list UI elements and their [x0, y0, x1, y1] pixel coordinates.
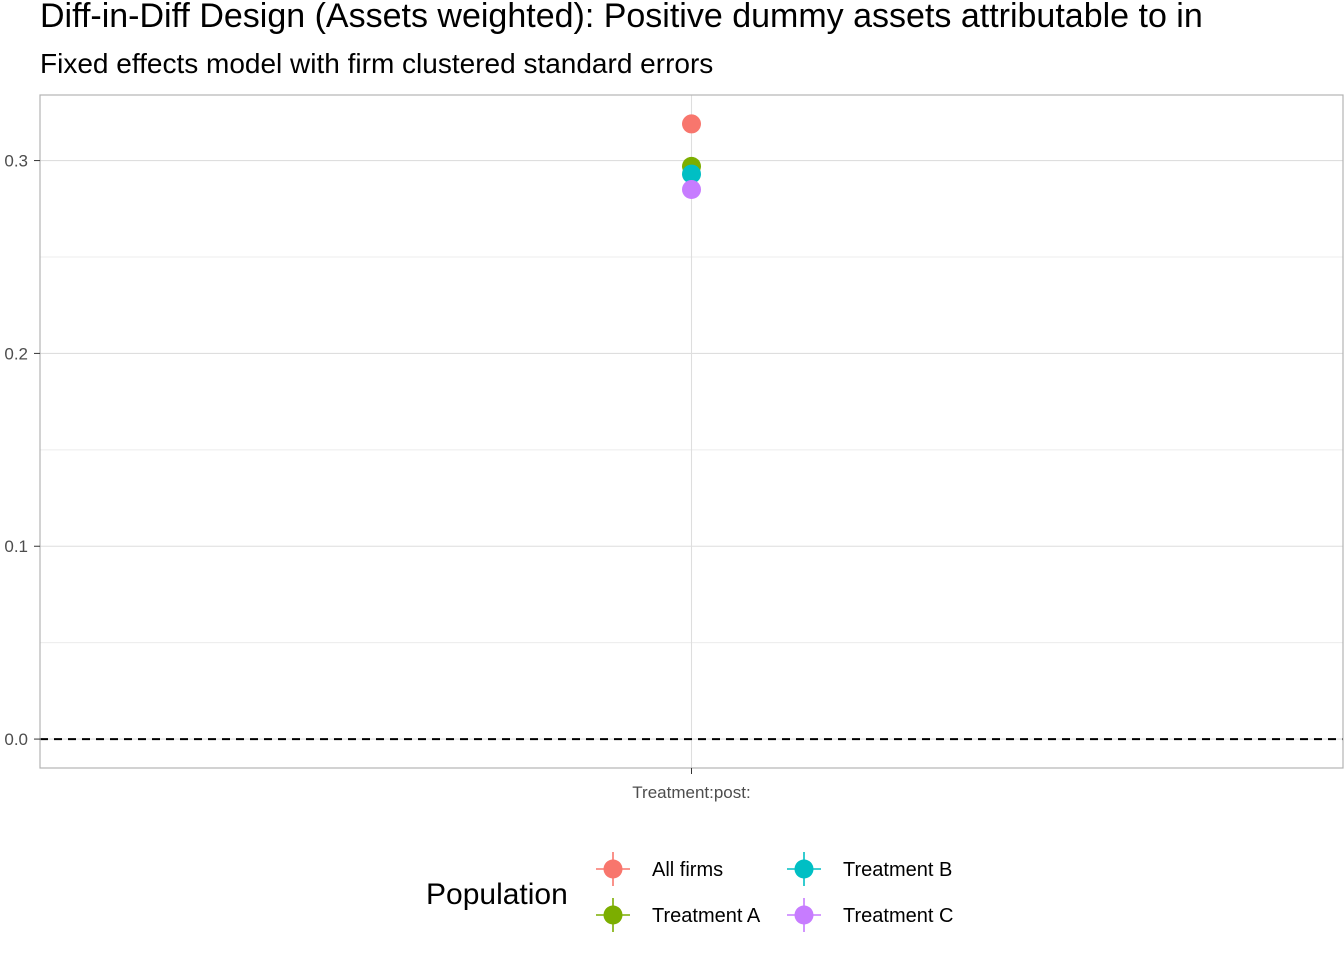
legend-label: Treatment C [843, 905, 953, 927]
y-tick-label: 0.0 [4, 730, 28, 749]
legend-title: Population [426, 878, 568, 911]
data-point [682, 114, 701, 134]
legend: Population All firms Treatment A Treatment … [426, 852, 953, 932]
y-tick-label: 0.1 [4, 537, 28, 556]
legend-label: Treatment A [652, 905, 761, 927]
data-point [682, 164, 701, 184]
x-tick-label: Treatment:post: [632, 783, 750, 802]
legend-key-point [603, 905, 623, 925]
legend-item: All firms [596, 852, 723, 886]
legend-label: All firms [652, 859, 723, 881]
y-tick-label: 0.2 [4, 344, 28, 363]
legend-key-point [794, 905, 814, 925]
chart-title: Diff-in-Diff Design (Assets weighted): P… [40, 0, 1203, 35]
legend-key-point [603, 859, 623, 879]
chart-subtitle: Fixed effects model with firm clustered … [40, 48, 714, 79]
legend-label: Treatment B [843, 859, 952, 881]
axis-layer: 0.0 0.1 0.2 0.3 Treatment:post: [4, 152, 750, 802]
legend-key-point [794, 859, 814, 879]
legend-item: Treatment B [787, 852, 952, 886]
legend-item: Treatment C [787, 898, 953, 932]
data-point [682, 179, 701, 199]
legend-item: Treatment A [596, 898, 761, 932]
y-tick-label: 0.3 [4, 152, 28, 171]
point-layer [682, 114, 701, 199]
